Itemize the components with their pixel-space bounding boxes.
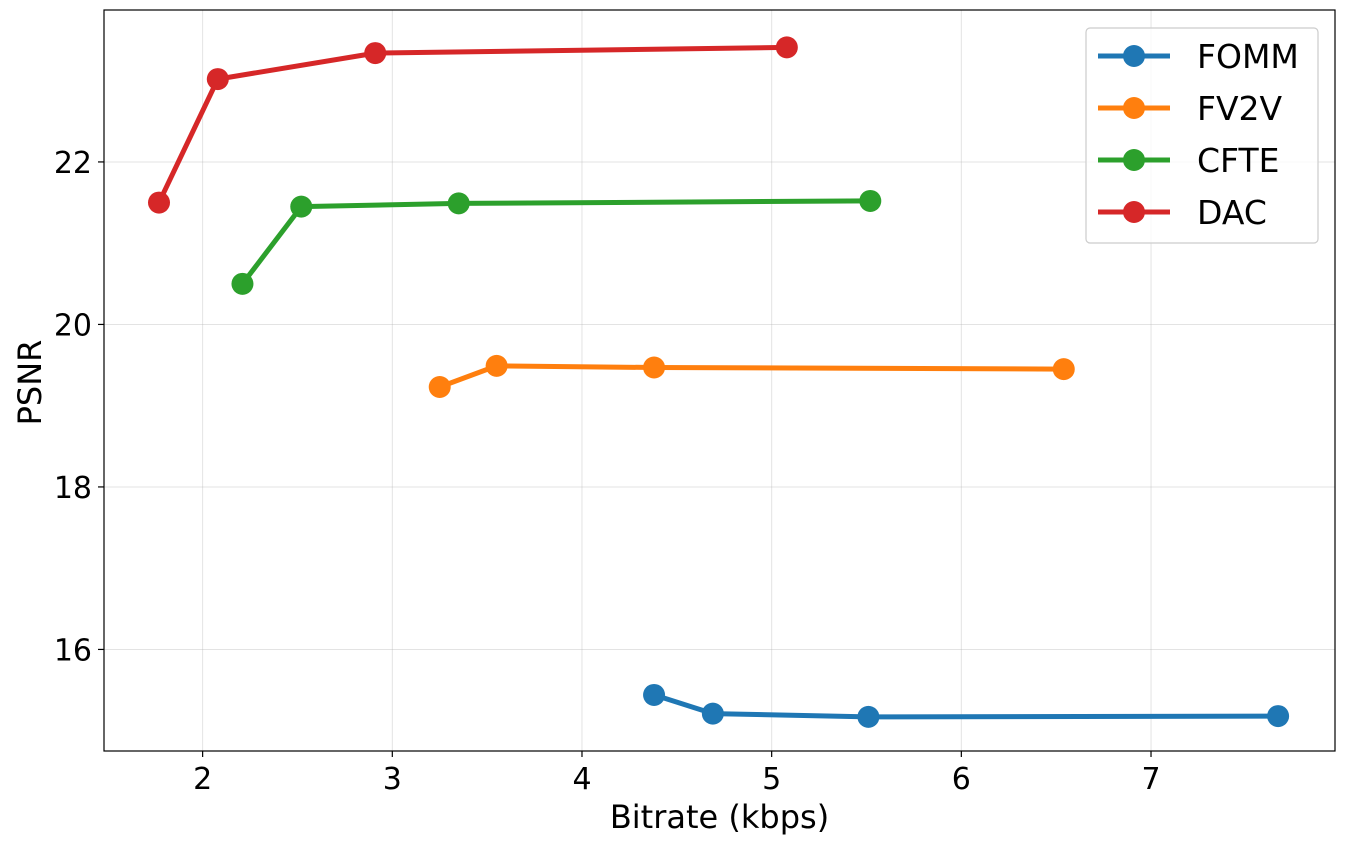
series-layer: [148, 36, 1290, 728]
data-point: [1267, 705, 1290, 728]
plot-frame: [103, 9, 1336, 752]
x-tick-label: 2: [193, 762, 212, 797]
data-point: [1052, 358, 1075, 381]
data-point: [447, 192, 470, 215]
legend-label: FV2V: [1197, 89, 1283, 128]
legend-marker: [1123, 201, 1145, 223]
x-tick-label: 5: [762, 762, 781, 797]
series-line: [651, 692, 1281, 720]
data-point: [643, 683, 666, 706]
data-point: [857, 705, 880, 728]
x-tick-label: 7: [1141, 762, 1160, 797]
y-tick-label: 22: [54, 146, 92, 181]
legend-marker: [1123, 149, 1145, 171]
data-point: [206, 68, 229, 91]
legend-box: [1085, 27, 1319, 244]
x-tick-label: 6: [952, 762, 971, 797]
series-line: [240, 198, 873, 287]
axis-ticks: 2 3 4 5 6 7 16 18 20 22: [54, 146, 1161, 797]
series-fomm: [643, 683, 1290, 728]
data-point: [859, 189, 882, 212]
legend-label: FOMM: [1197, 37, 1299, 76]
data-point: [775, 36, 798, 59]
legend-label: CFTE: [1197, 141, 1279, 180]
y-tick-label: 20: [54, 308, 92, 343]
y-tick-label: 18: [54, 471, 92, 506]
data-point: [364, 42, 387, 65]
y-tick-label: 16: [54, 633, 92, 668]
y-axis-title: PSNR: [11, 340, 49, 426]
x-axis-title: Bitrate (kbps): [610, 798, 829, 836]
data-point: [231, 272, 254, 295]
series-line: [437, 363, 1067, 390]
legend-marker: [1123, 97, 1145, 119]
data-point: [643, 356, 666, 379]
data-point: [428, 376, 451, 398]
data-point: [148, 191, 171, 214]
series-cfte: [231, 189, 882, 295]
series-dac: [148, 36, 798, 214]
x-tick-label: 4: [572, 762, 591, 797]
series-line: [156, 44, 790, 206]
data-point: [290, 195, 313, 218]
legend-label: DAC: [1197, 193, 1267, 232]
legend: FOMM FV2V CFTE DAC: [1085, 27, 1319, 244]
series-fv2v: [428, 354, 1075, 398]
legend-marker: [1123, 45, 1145, 67]
data-point: [701, 702, 724, 725]
data-point: [485, 354, 508, 377]
x-tick-label: 3: [383, 762, 402, 797]
